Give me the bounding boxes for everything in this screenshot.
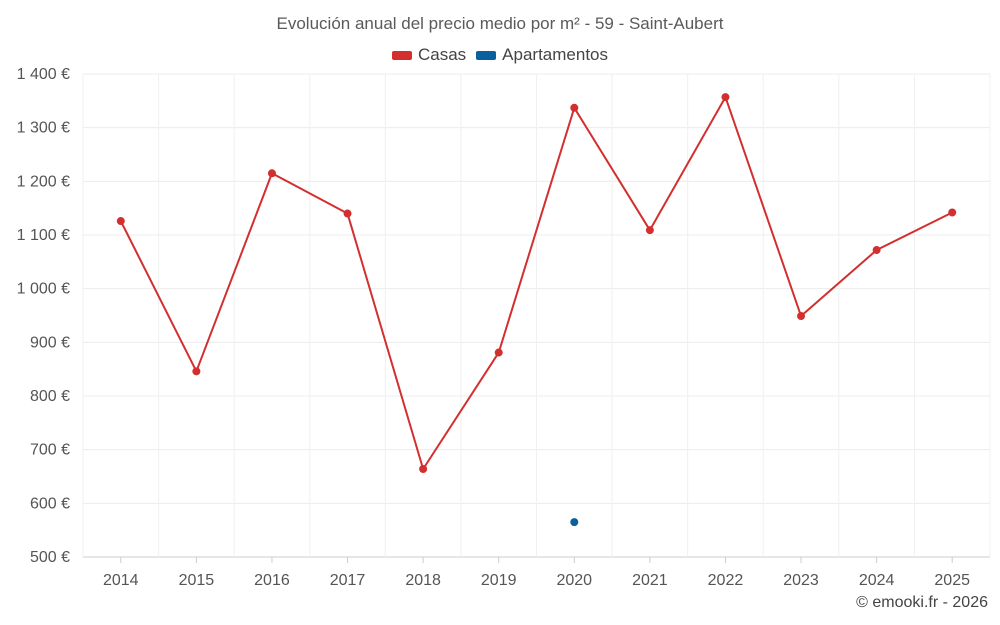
chart-title: Evolución anual del precio medio por m² … (276, 14, 724, 33)
series-line-casas (119, 96, 953, 470)
chart-legend: Casas Apartamentos (0, 45, 1000, 65)
legend-label-apartamentos: Apartamentos (502, 45, 609, 64)
data-point-casas (872, 246, 881, 255)
legend-item-casas[interactable]: Casas (391, 45, 467, 65)
data-point-casas (343, 209, 352, 218)
data-point-casas (267, 169, 276, 178)
data-point-casas (570, 103, 579, 112)
x-tick-label: 2018 (405, 572, 441, 589)
data-point-casas (494, 348, 503, 357)
y-tick-label: 1 100 € (17, 227, 70, 244)
data-point-apartamentos (570, 518, 579, 527)
legend-label-casas: Casas (417, 45, 467, 64)
legend-item-apartamentos[interactable]: Apartamentos (476, 45, 608, 65)
x-tick-label: 2025 (934, 572, 970, 589)
data-point-casas (419, 464, 428, 473)
x-tick-label: 2023 (783, 572, 819, 589)
y-tick-label: 1 000 € (17, 281, 70, 298)
data-point-casas (116, 217, 125, 226)
x-tick-label: 2016 (254, 572, 290, 589)
x-tick-label: 2022 (708, 572, 744, 589)
data-point-casas (645, 226, 654, 235)
y-tick-label: 900 € (30, 334, 70, 351)
x-tick-label: 2014 (103, 572, 139, 589)
data-point-casas (192, 367, 201, 376)
x-tick-label: 2020 (556, 572, 592, 589)
y-tick-label: 1 400 € (17, 66, 70, 83)
x-tick-label: 2021 (632, 572, 668, 589)
credit-text: © emooki.fr - 2026 (856, 594, 988, 611)
legend-swatch-apartamentos (476, 50, 497, 60)
y-tick-label: 600 € (30, 495, 70, 512)
x-tick-label: 2015 (179, 572, 215, 589)
data-point-casas (797, 312, 806, 321)
x-tick-label: 2017 (330, 572, 366, 589)
legend-swatch-casas (391, 50, 412, 60)
y-tick-label: 1 300 € (17, 120, 70, 137)
x-tick-label: 2019 (481, 572, 517, 589)
y-tick-label: 800 € (30, 388, 70, 405)
y-tick-label: 700 € (30, 442, 70, 459)
y-tick-label: 1 200 € (17, 173, 70, 190)
x-tick-label: 2024 (859, 572, 895, 589)
y-tick-label: 500 € (30, 549, 70, 566)
data-point-casas (948, 208, 957, 217)
data-point-casas (721, 93, 730, 102)
